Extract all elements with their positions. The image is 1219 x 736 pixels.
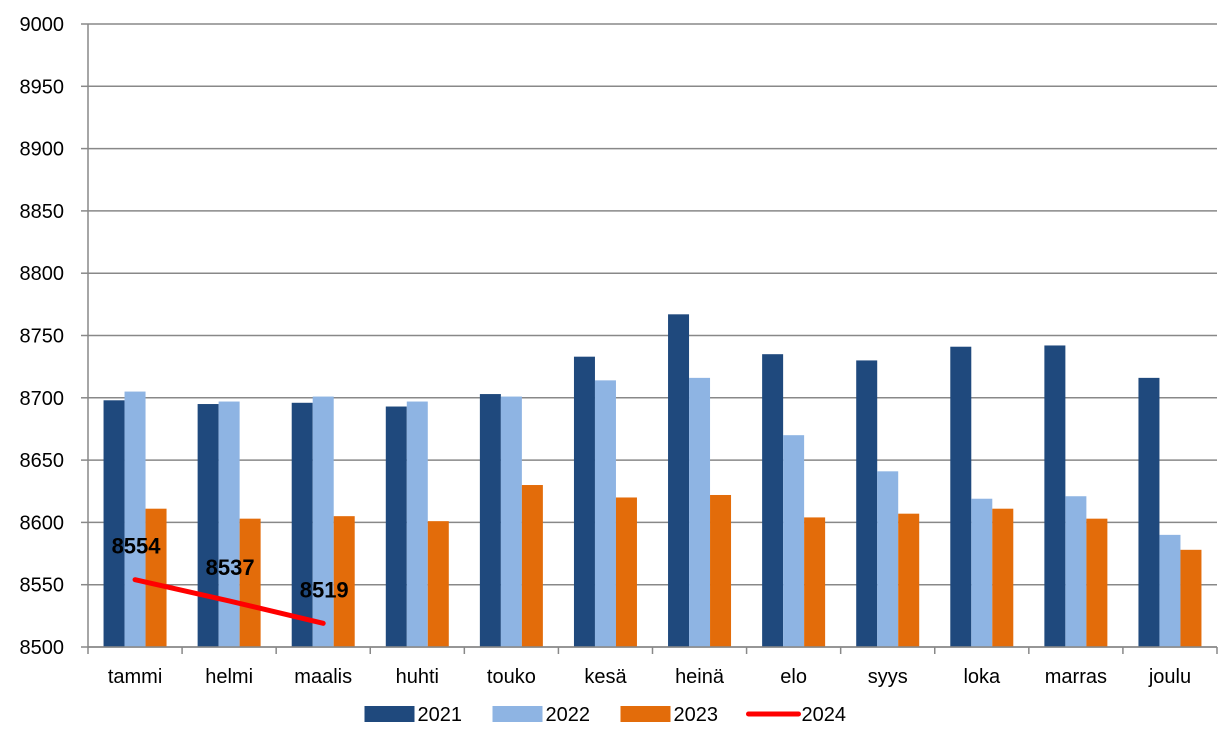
bars — [103, 314, 1202, 647]
x-tick-label: helmi — [205, 666, 253, 688]
data-label: 8519 — [300, 577, 349, 602]
legend-label-2023: 2023 — [674, 704, 719, 726]
bar-2021 — [103, 400, 125, 647]
y-axis-tick-labels: 8500 8550 8600 8650 8700 8750 8800 8850 8900 8950… — [20, 14, 65, 659]
bar-2021 — [950, 346, 972, 647]
y-tick-label: 8500 — [20, 637, 65, 659]
bar-2022 — [312, 396, 334, 647]
bar-2021 — [479, 394, 501, 647]
y-tick-label: 8650 — [20, 450, 65, 472]
bar-2022 — [783, 435, 805, 647]
bar-2022 — [594, 380, 616, 647]
bar-2021 — [573, 356, 595, 647]
x-tick-label: tammi — [108, 666, 162, 688]
y-tick-label: 9000 — [20, 14, 65, 36]
bar-2022 — [406, 401, 428, 647]
bar-2022 — [1159, 534, 1181, 647]
x-tick-label: heinä — [675, 666, 725, 688]
bar-2023 — [145, 508, 167, 647]
x-axis-tick-labels: tammi helmi maalis huhti touko kesä heinä elo sy… — [108, 666, 1191, 688]
bar-2023 — [521, 485, 543, 647]
y-tick-label: 8550 — [20, 575, 65, 597]
x-tick-label: touko — [487, 666, 536, 688]
bar-2023 — [239, 518, 261, 647]
legend-label-2022: 2022 — [546, 704, 591, 726]
y-tick-label: 8750 — [20, 326, 65, 348]
bar-2021 — [385, 406, 407, 647]
legend-label-2024: 2024 — [802, 704, 847, 726]
bar-2022 — [1065, 496, 1087, 647]
line-2024 — [132, 577, 326, 626]
bar-2022 — [877, 471, 899, 647]
x-tick-label: maalis — [294, 666, 352, 688]
y-tick-label: 8850 — [20, 201, 65, 223]
bar-2021 — [762, 354, 784, 647]
x-tick-label: joulu — [1148, 666, 1191, 688]
bar-2023 — [615, 497, 637, 647]
data-label: 8537 — [206, 555, 255, 580]
x-tick-label: elo — [780, 666, 807, 688]
bar-2023 — [804, 517, 826, 647]
legend-swatch-2021 — [364, 706, 415, 722]
bar-2022 — [971, 498, 993, 647]
bar-2023 — [333, 516, 355, 647]
bar-2023 — [427, 521, 449, 647]
bar-2021 — [197, 404, 219, 647]
x-tick-label: marras — [1045, 666, 1107, 688]
series-line-2024: 8554 8537 8519 — [112, 534, 349, 626]
bar-2023 — [710, 494, 732, 647]
y-tick-label: 8600 — [20, 512, 65, 534]
bar-2021 — [1138, 377, 1160, 647]
bar-2021 — [291, 402, 313, 647]
x-tick-label: loka — [963, 666, 1001, 688]
legend: 2021 2022 2023 2024 — [364, 704, 847, 726]
bar-2023 — [1180, 549, 1202, 647]
bar-2021 — [856, 360, 878, 647]
bar-2021 — [668, 314, 690, 647]
axes — [87, 24, 1218, 654]
y-tick-label: 8800 — [20, 263, 65, 285]
x-tick-label: huhti — [396, 666, 439, 688]
x-tick-label: kesä — [584, 666, 627, 688]
y-tick-label: 8900 — [20, 139, 65, 161]
legend-swatch-2023 — [620, 706, 671, 722]
bar-2022 — [500, 396, 522, 647]
bar-2023 — [898, 513, 920, 647]
y-tick-label: 8700 — [20, 388, 65, 410]
legend-label-2021: 2021 — [418, 704, 463, 726]
bar-2021 — [1044, 345, 1066, 647]
y-tick-label: 8950 — [20, 76, 65, 98]
bar-2023 — [1086, 518, 1108, 647]
legend-swatch-2022 — [492, 706, 543, 722]
bar-2022 — [218, 401, 240, 647]
data-label: 8554 — [112, 534, 162, 559]
gridlines — [81, 23, 1217, 648]
bar-2022 — [689, 377, 711, 647]
bar-2023 — [992, 508, 1014, 647]
bar-2022 — [124, 391, 146, 647]
x-tick-label: syys — [868, 666, 908, 688]
